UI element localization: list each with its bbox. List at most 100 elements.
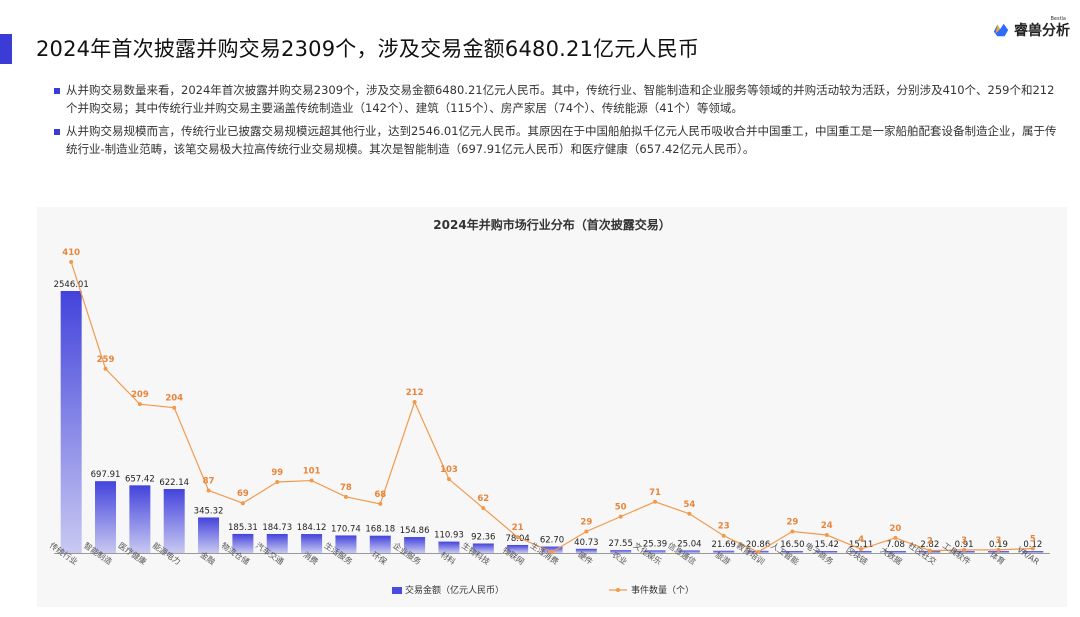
legend-line-label: 事件数量（个） [631, 584, 694, 596]
square-bullet-icon [54, 88, 60, 94]
line-value-label: 2 [927, 537, 933, 547]
line-point [859, 547, 864, 552]
line-point [653, 499, 658, 504]
line-point [343, 494, 348, 499]
bar [575, 548, 597, 553]
line-value-label: 71 [649, 488, 661, 498]
bar-value-label: 168.18 [365, 525, 395, 535]
line-value-label: 21 [512, 523, 524, 533]
line-value-label: 29 [580, 517, 592, 527]
bullet-text: 从并购交易数量来看，2024年首次披露并购交易2309个，涉及交易金额6480.… [66, 83, 1055, 115]
legend-bar-swatch [392, 587, 402, 594]
line-point [172, 405, 177, 410]
page-title: 2024年首次披露并购交易2309个，涉及交易金额6480.21亿元人民币 [36, 37, 700, 61]
line-point [893, 535, 898, 540]
line-point [103, 366, 108, 371]
bar-value-label: 2.82 [920, 540, 939, 550]
bar-value-label: 92.36 [471, 532, 495, 542]
bar [644, 550, 666, 553]
bar [60, 291, 82, 553]
bar-value-label: 0.91 [955, 540, 974, 550]
line-value-label: 204 [165, 394, 183, 404]
bullet-item: 从并购交易数量来看，2024年首次披露并购交易2309个，涉及交易金额6480.… [54, 82, 1064, 117]
bar-value-label: 154.86 [400, 526, 430, 536]
line-value-label: 24 [821, 521, 833, 531]
brand-name: 睿兽分析 [1014, 23, 1070, 39]
line-point [824, 533, 829, 538]
line-point [790, 529, 795, 534]
bar-value-label: 110.93 [434, 531, 464, 541]
bar [163, 488, 185, 553]
line-value-label: 54 [683, 500, 695, 510]
bar-value-label: 0.12 [1023, 540, 1042, 550]
line-point [515, 535, 520, 540]
line-point [550, 550, 554, 554]
bar [301, 534, 323, 553]
line-point [1030, 546, 1035, 551]
line-value-label: 259 [97, 355, 115, 365]
line-value-label: 78 [340, 483, 352, 493]
bullet-item: 从并购交易规模而言，传统行业已披露交易规模远超其他行业，达到2546.01亿元人… [54, 123, 1064, 158]
bar [369, 535, 391, 553]
line-value-label: 68 [374, 490, 386, 500]
line-point [721, 533, 726, 538]
line-point [481, 506, 486, 511]
bar [713, 550, 735, 553]
line-point [275, 479, 280, 484]
line-point [927, 548, 932, 553]
line-value-label: 212 [406, 388, 424, 398]
brand-sub: Bestla [1050, 16, 1066, 22]
square-bullet-icon [54, 129, 60, 135]
bar [232, 533, 254, 553]
line-value-label: 101 [303, 467, 321, 477]
line-value-label: 4 [858, 535, 864, 545]
bar [95, 481, 117, 553]
bar-value-label: 170.74 [331, 524, 361, 534]
line-point [584, 529, 589, 534]
line-value-label: 50 [615, 503, 627, 513]
bar [438, 541, 460, 553]
legend-bar-label: 交易金额（亿元人民币） [405, 584, 504, 596]
bar-value-label: 20.86 [746, 540, 770, 550]
line-point [996, 547, 1001, 552]
line-value-label: 5 [1030, 534, 1036, 544]
bar-value-label: 0.19 [989, 540, 1008, 550]
industry-chart: 2024年并购市场行业分布（首次披露交易） 2546.01 697.91 657.4… [48, 217, 1050, 596]
bar [610, 550, 632, 553]
brand-beast-icon [993, 23, 1009, 37]
line-value-label: 99 [271, 468, 283, 478]
bar-value-label: 345.32 [194, 506, 224, 516]
bar-value-label: 185.31 [228, 523, 258, 533]
bar [404, 537, 426, 553]
bar-value-label: 40.73 [574, 538, 598, 548]
line-value-label: 103 [440, 465, 458, 475]
bar [816, 551, 838, 553]
line-value-label: 62 [477, 494, 489, 504]
bar-value-label: 2546.01 [54, 280, 89, 290]
chart-title: 2024年并购市场行业分布（首次披露交易） [433, 217, 670, 232]
bar-value-label: 21.69 [712, 540, 736, 550]
bar [507, 544, 529, 553]
bar [266, 533, 288, 553]
line-value-label: 69 [237, 489, 249, 499]
bar-value-label: 25.04 [677, 539, 701, 549]
bar-value-label: 25.39 [643, 539, 667, 549]
line-point [378, 501, 383, 506]
line-point [962, 547, 967, 552]
bar-value-label: 15.11 [849, 540, 873, 550]
line-value-label: 3 [961, 536, 967, 546]
bar-value-label: 62.70 [540, 536, 564, 546]
bar-value-label: 657.42 [125, 474, 155, 484]
bar-value-label: 184.73 [262, 523, 292, 533]
summary-bullets: 从并购交易数量来看，2024年首次披露并购交易2309个，涉及交易金额6480.… [54, 82, 1064, 164]
bar-value-label: 697.91 [91, 470, 121, 480]
bar-value-label: 622.14 [159, 478, 189, 488]
bar-value-label: 27.55 [609, 539, 633, 549]
bar [198, 517, 220, 553]
line-point [137, 402, 142, 407]
bar-value-label: 184.12 [297, 523, 327, 533]
bar-value-label: 7.08 [886, 540, 905, 550]
line-value-label: 20 [890, 524, 902, 534]
line-point [687, 511, 692, 516]
bar-value-label: 15.42 [815, 540, 839, 550]
